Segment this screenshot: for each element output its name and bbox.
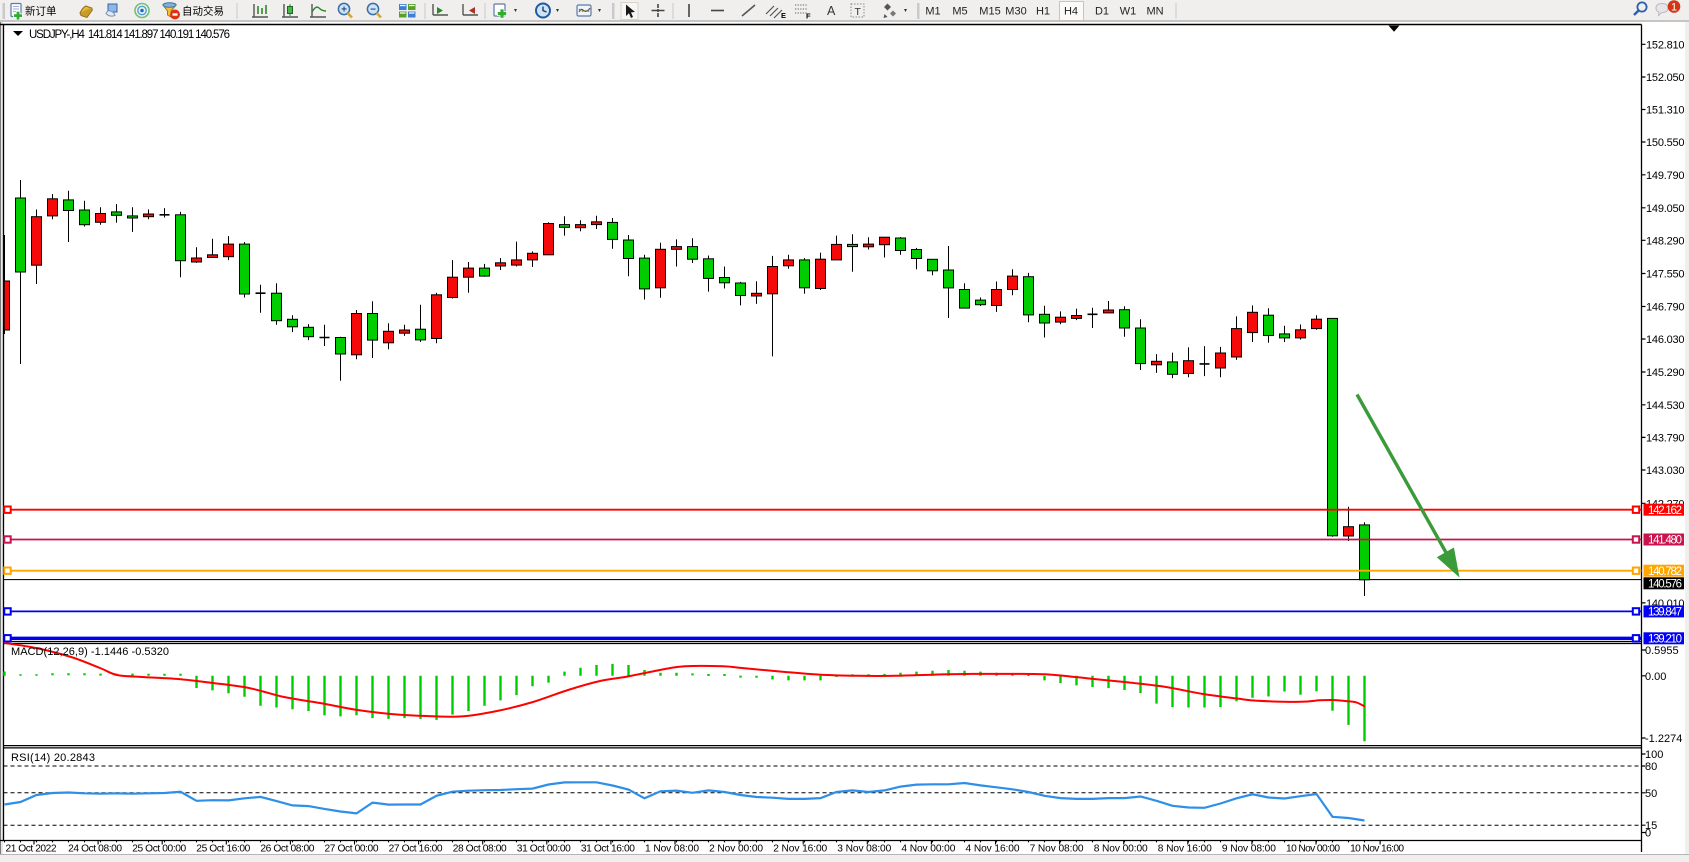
svg-text:1 Nov 08:00: 1 Nov 08:00: [645, 844, 699, 855]
svg-text:50: 50: [1645, 788, 1657, 800]
svg-text:RSI(14) 20.2843: RSI(14) 20.2843: [11, 752, 95, 764]
svg-text:10 Nov 16:00: 10 Nov 16:00: [1350, 844, 1404, 855]
svg-text:M30: M30: [1005, 6, 1026, 18]
svg-text:21 Oct 2022: 21 Oct 2022: [6, 844, 57, 855]
svg-text:140.782: 140.782: [1648, 566, 1682, 578]
svg-text:M5: M5: [952, 6, 967, 18]
svg-text:H1: H1: [1036, 6, 1050, 18]
svg-text:27 Oct 16:00: 27 Oct 16:00: [389, 844, 443, 855]
svg-text:7 Nov 08:00: 7 Nov 08:00: [1030, 844, 1084, 855]
svg-text:4 Nov 16:00: 4 Nov 16:00: [966, 844, 1020, 855]
svg-text:−: −: [370, 5, 376, 16]
svg-text:149.050: 149.050: [1646, 203, 1685, 215]
svg-text:149.790: 149.790: [1646, 170, 1685, 182]
svg-text:0: 0: [1645, 828, 1651, 840]
svg-text:新订单: 新订单: [25, 5, 57, 18]
svg-text:H4: H4: [1064, 6, 1078, 18]
svg-text:M15: M15: [979, 6, 1000, 18]
svg-text:USDJPY-,H4 141.814 141.897 14: USDJPY-,H4 141.814 141.897 140.191 140.5…: [29, 29, 230, 41]
svg-text:F: F: [806, 12, 811, 21]
svg-text:28 Oct 08:00: 28 Oct 08:00: [453, 844, 507, 855]
svg-text:144.530: 144.530: [1646, 400, 1685, 412]
svg-text:151.310: 151.310: [1646, 105, 1685, 117]
svg-text:8 Nov 00:00: 8 Nov 00:00: [1094, 844, 1148, 855]
svg-text:M1: M1: [925, 6, 940, 18]
svg-text:146.790: 146.790: [1646, 302, 1685, 314]
svg-text:146.030: 146.030: [1646, 334, 1685, 346]
svg-text:0.00: 0.00: [1645, 671, 1666, 683]
svg-text:9 Nov 08:00: 9 Nov 08:00: [1222, 844, 1276, 855]
svg-text:143.790: 143.790: [1646, 432, 1685, 444]
svg-text:25 Oct 00:00: 25 Oct 00:00: [132, 844, 186, 855]
svg-text:143.030: 143.030: [1646, 465, 1685, 477]
svg-text:D1: D1: [1095, 6, 1109, 18]
svg-text:MN: MN: [1146, 6, 1163, 18]
svg-text:1: 1: [1671, 2, 1677, 14]
svg-text:T: T: [855, 6, 862, 18]
svg-text:E: E: [781, 11, 786, 20]
svg-text:100: 100: [1645, 749, 1663, 761]
svg-text:147.550: 147.550: [1646, 269, 1685, 281]
svg-text:15: 15: [1645, 820, 1657, 832]
svg-text:152.050: 152.050: [1646, 72, 1685, 84]
svg-text:139.847: 139.847: [1648, 607, 1682, 619]
svg-text:142.162: 142.162: [1648, 505, 1682, 517]
svg-text:2 Nov 16:00: 2 Nov 16:00: [773, 844, 827, 855]
svg-text:A: A: [827, 4, 836, 18]
svg-text:80: 80: [1645, 761, 1657, 773]
svg-text:0.5955: 0.5955: [1645, 645, 1679, 657]
svg-text:31 Oct 16:00: 31 Oct 16:00: [581, 844, 635, 855]
svg-text:W1: W1: [1120, 6, 1137, 18]
svg-text:145.290: 145.290: [1646, 367, 1685, 379]
svg-text:139.210: 139.210: [1648, 634, 1682, 646]
svg-text:140.576: 140.576: [1648, 579, 1682, 591]
svg-text:141.480: 141.480: [1648, 535, 1682, 547]
svg-text:26 Oct 08:00: 26 Oct 08:00: [260, 844, 314, 855]
svg-text:31 Oct 00:00: 31 Oct 00:00: [517, 844, 571, 855]
svg-text:3 Nov 08:00: 3 Nov 08:00: [837, 844, 891, 855]
svg-text:2 Nov 00:00: 2 Nov 00:00: [709, 844, 763, 855]
svg-text:8 Nov 16:00: 8 Nov 16:00: [1158, 844, 1212, 855]
svg-text:24 Oct 08:00: 24 Oct 08:00: [68, 844, 122, 855]
svg-text:10 Nov 00:00: 10 Nov 00:00: [1286, 844, 1340, 855]
svg-text:25 Oct 16:00: 25 Oct 16:00: [196, 844, 250, 855]
svg-text:4 Nov 00:00: 4 Nov 00:00: [901, 844, 955, 855]
svg-text:自动交易: 自动交易: [182, 5, 224, 18]
svg-text:MACD(12,26,9) -1.1446 -0.5320: MACD(12,26,9) -1.1446 -0.5320: [11, 646, 169, 658]
svg-text:150.550: 150.550: [1646, 137, 1685, 149]
svg-text:27 Oct 00:00: 27 Oct 00:00: [325, 844, 379, 855]
svg-text:152.810: 152.810: [1646, 39, 1685, 51]
svg-text:+: +: [341, 5, 347, 16]
svg-text:148.290: 148.290: [1646, 235, 1685, 247]
svg-text:-1.2274: -1.2274: [1645, 733, 1682, 745]
